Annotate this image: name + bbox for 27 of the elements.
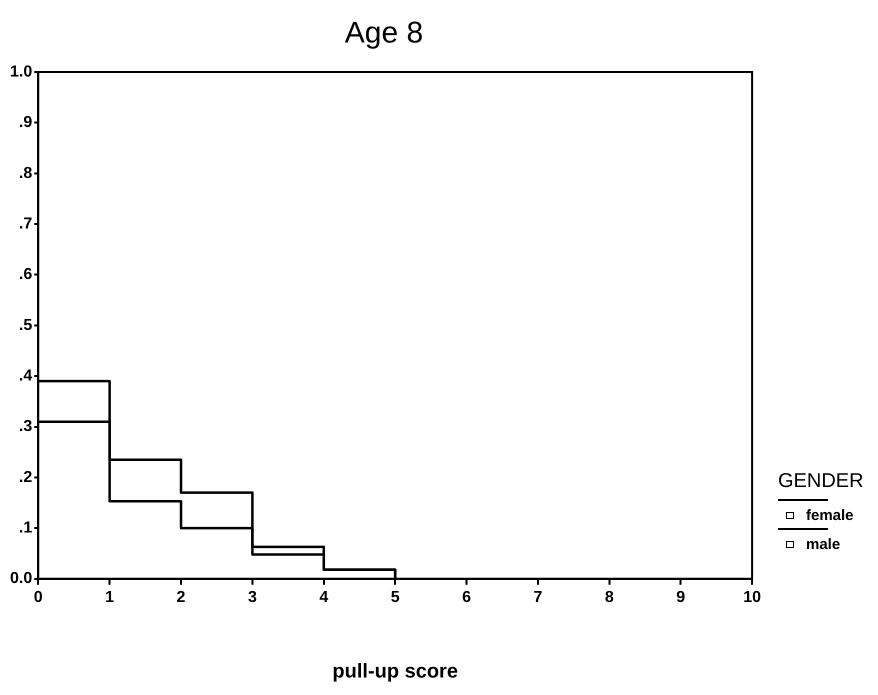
y-tick-label: .1 [18, 520, 32, 537]
y-tick-label: 1.0 [10, 63, 32, 80]
x-tick-label: 10 [743, 588, 762, 606]
y-tick-label: .6 [18, 266, 32, 284]
legend-title: GENDER [778, 470, 864, 493]
y-tick-label: .8 [18, 164, 32, 182]
x-tick-label: 4 [319, 588, 328, 606]
y-tick-label: 0.0 [10, 570, 32, 588]
y-tick-label: .7 [18, 215, 32, 232]
x-tick-label: 3 [248, 588, 257, 606]
x-tick-label: 6 [462, 588, 472, 606]
y-tick-label: .9 [18, 114, 32, 132]
y-tick-label: .4 [18, 367, 32, 384]
x-tick-label: 7 [533, 588, 542, 606]
y-tick-label: .3 [18, 418, 32, 436]
x-tick-label: 5 [390, 588, 400, 606]
x-tick-label: 9 [676, 588, 686, 606]
x-tick-label: 2 [176, 588, 186, 606]
x-tick-label: 0 [34, 588, 43, 606]
chart-title: Age 8 [344, 16, 424, 50]
legend-label: male [806, 536, 840, 553]
legend-label: female [806, 507, 854, 524]
y-tick-label: .2 [18, 468, 32, 486]
x-tick-label: 8 [604, 588, 614, 606]
y-tick-label: .5 [18, 316, 32, 334]
x-axis-title: pull-up score [332, 660, 458, 683]
x-tick-label: 1 [105, 588, 114, 606]
